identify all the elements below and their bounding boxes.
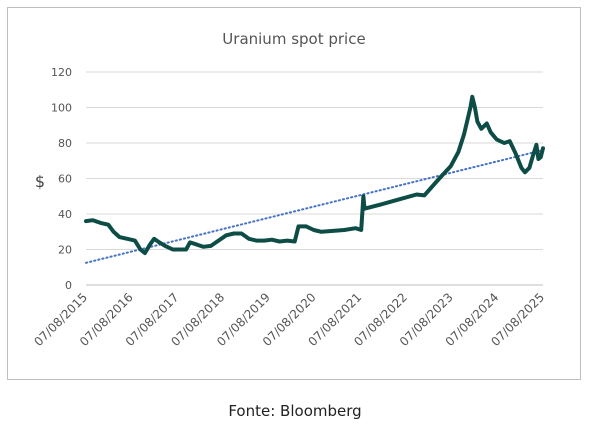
y-tick-label: 20 <box>58 244 72 257</box>
y-tick-labels: 0 20 40 60 80 100 120 <box>51 66 72 292</box>
y-axis-label: $ <box>35 172 45 191</box>
trend-line <box>85 149 544 264</box>
y-tick-label: 100 <box>51 102 72 115</box>
price-series-line <box>84 94 545 256</box>
series-layer <box>84 94 545 264</box>
y-tick-label: 0 <box>65 279 72 292</box>
y-tick-label: 80 <box>58 137 72 150</box>
x-tick-labels: 07/08/201507/08/201607/08/201707/08/2018… <box>31 290 547 349</box>
source-caption: Fonte: Bloomberg <box>228 402 362 420</box>
y-tick-label: 60 <box>58 173 72 186</box>
grid-lines <box>86 71 543 286</box>
y-tick-label: 120 <box>51 66 72 79</box>
y-tick-label: 40 <box>58 208 72 221</box>
chart-frame <box>7 7 581 380</box>
chart-title: Uranium spot price <box>222 30 365 48</box>
